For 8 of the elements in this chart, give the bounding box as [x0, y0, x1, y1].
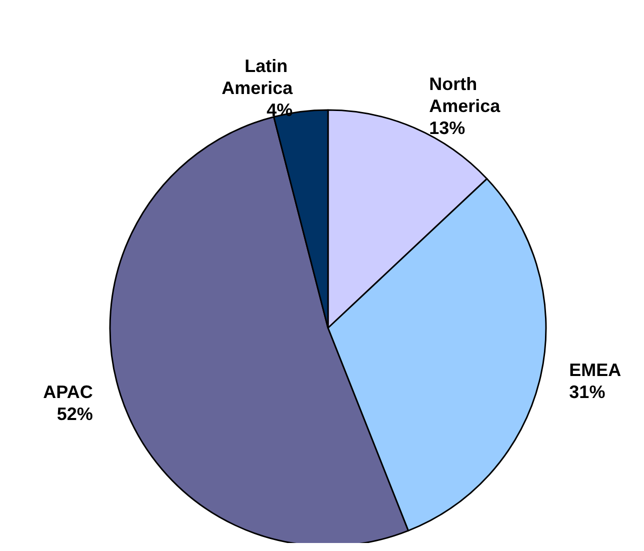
data-label: 52% [56, 404, 93, 424]
slice-label: EMEA [569, 360, 622, 380]
data-label: 4% [266, 100, 293, 120]
data-label: 31% [569, 382, 606, 402]
slice-label: North America [429, 74, 502, 116]
data-label: 13% [429, 118, 466, 138]
slice-label: APAC [43, 382, 93, 402]
slice-label: Latin America [222, 56, 294, 98]
